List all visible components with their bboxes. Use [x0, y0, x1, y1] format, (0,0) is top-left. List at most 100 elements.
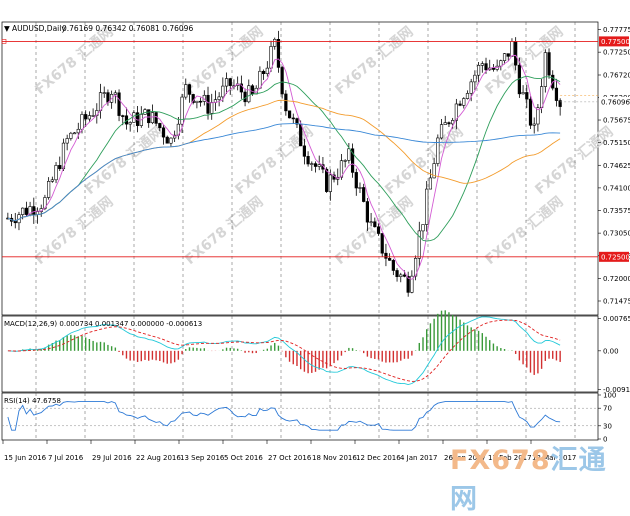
candle-body: [276, 38, 281, 68]
rsi-scale: 100 70 30 0: [598, 392, 616, 444]
candle-body: [558, 100, 562, 107]
candle-body: [306, 156, 310, 165]
candle-body: [84, 114, 88, 120]
main-price-panel[interactable]: [1, 21, 599, 316]
candlestick-series: [6, 30, 562, 297]
candle-body: [284, 93, 288, 112]
candle-body: [439, 124, 444, 139]
price-tick-label: 0.75675: [603, 117, 630, 125]
candle-body: [269, 46, 273, 69]
chart-title-marker: ▼: [4, 24, 10, 33]
candle-body: [376, 226, 381, 234]
candle-body: [147, 109, 151, 124]
rsi-indicator: [7, 401, 561, 431]
candle-body: [310, 163, 314, 165]
macd-indicator: [7, 310, 561, 385]
candle-body: [295, 118, 299, 125]
brand-logo: FX678汇通网: [450, 438, 620, 515]
rsi-panel[interactable]: [1, 392, 599, 441]
time-tick-label: 29 Jul 2016: [92, 454, 132, 462]
candle-body: [291, 117, 295, 120]
candle-body: [491, 67, 496, 70]
time-tick-label: 4 Jan 2017: [400, 454, 438, 462]
candle-body: [113, 92, 117, 95]
time-tick-label: 17 Feb 2017: [488, 454, 532, 462]
candle-body: [447, 122, 451, 125]
candle-body: [554, 87, 559, 101]
time-tick-label: 5 Oct 2016: [224, 454, 263, 462]
candle-body: [343, 160, 347, 162]
candle-body: [406, 276, 410, 293]
candle-body: [206, 94, 210, 114]
candle-body: [313, 163, 318, 167]
price-tick-label: 0.74100: [603, 184, 630, 192]
candle-body: [525, 92, 529, 100]
price-tag: [599, 251, 629, 262]
candle-body: [24, 207, 28, 215]
candle-body: [532, 123, 536, 126]
candle-body: [91, 115, 95, 117]
candle-body: [158, 123, 162, 129]
macd-scale: 0.00765 0.00 -0.00915: [598, 315, 630, 394]
moving-average-line: [7, 123, 561, 222]
trading-chart[interactable]: FX678 汇通网 FX678 汇通网 FX678 汇通网 FX678 汇通网FX67…: [0, 0, 630, 490]
candle-body: [43, 197, 47, 209]
candle-body: [54, 165, 58, 181]
candle-body: [65, 138, 69, 144]
macd-tick-label: 0.00765: [603, 315, 630, 323]
candle-body: [154, 112, 158, 124]
rsi-label: RSI(14) 47.6758: [4, 397, 61, 405]
candle-body: [280, 67, 284, 95]
candle-body: [543, 52, 547, 87]
candle-body: [258, 70, 262, 89]
price-tag: [599, 36, 629, 47]
rsi-line: [7, 401, 561, 431]
candle-body: [458, 103, 462, 106]
candle-body: [484, 63, 488, 71]
rsi-tick-label: 0: [603, 436, 607, 444]
candle-body: [117, 92, 121, 116]
chart-symbol: AUDUSD,Daily: [12, 24, 66, 33]
horizontal-levels: [1, 39, 598, 258]
candle-body: [506, 53, 510, 57]
candle-body: [362, 187, 366, 202]
level-anchor-icon: [1, 39, 7, 44]
candle-body: [221, 85, 225, 98]
candle-body: [243, 91, 247, 103]
candle-body: [402, 274, 407, 277]
candle-body: [121, 115, 125, 117]
candle-body: [302, 145, 306, 157]
time-tick-label: 7 Jul 2016: [48, 454, 84, 462]
candle-body: [32, 206, 36, 216]
time-tick-label: 12 Dec 2016: [356, 454, 401, 462]
candle-body: [187, 84, 192, 95]
macd-label: MACD(12,26,9) 0.000734 0.001347 0.000000…: [4, 320, 202, 328]
price-tag-label: 0.72500: [601, 253, 630, 261]
price-scale: 0.777750.772500.767200.762000.756750.751…: [598, 26, 630, 305]
rsi-tick-label: 70: [603, 405, 612, 413]
candle-body: [373, 221, 377, 228]
candle-body: [536, 107, 540, 125]
candle-body: [58, 165, 62, 170]
macd-signal-line: [7, 319, 561, 382]
candle-body: [21, 207, 25, 215]
price-tick-label: 0.74625: [603, 162, 630, 170]
price-tick-label: 0.76720: [603, 71, 630, 79]
candle-body: [465, 93, 470, 99]
candle-body: [76, 128, 80, 134]
macd-tick-label: 0.00: [603, 347, 619, 355]
candle-body: [469, 81, 473, 94]
candle-body: [102, 92, 106, 94]
chart-ohlc: 0.76169 0.76342 0.76081 0.76096: [62, 24, 193, 33]
candle-body: [473, 74, 477, 83]
candle-body: [514, 41, 518, 66]
candle-body: [499, 60, 503, 67]
candle-body: [106, 92, 110, 103]
candle-body: [199, 100, 203, 103]
candle-body: [436, 137, 440, 164]
candle-body: [451, 120, 455, 125]
candle-body: [454, 103, 458, 121]
price-tick-label: 0.75150: [603, 139, 630, 147]
time-tick-label: 18 Nov 2016: [312, 454, 357, 462]
time-tick-label: 13 Sep 2016: [180, 454, 225, 462]
